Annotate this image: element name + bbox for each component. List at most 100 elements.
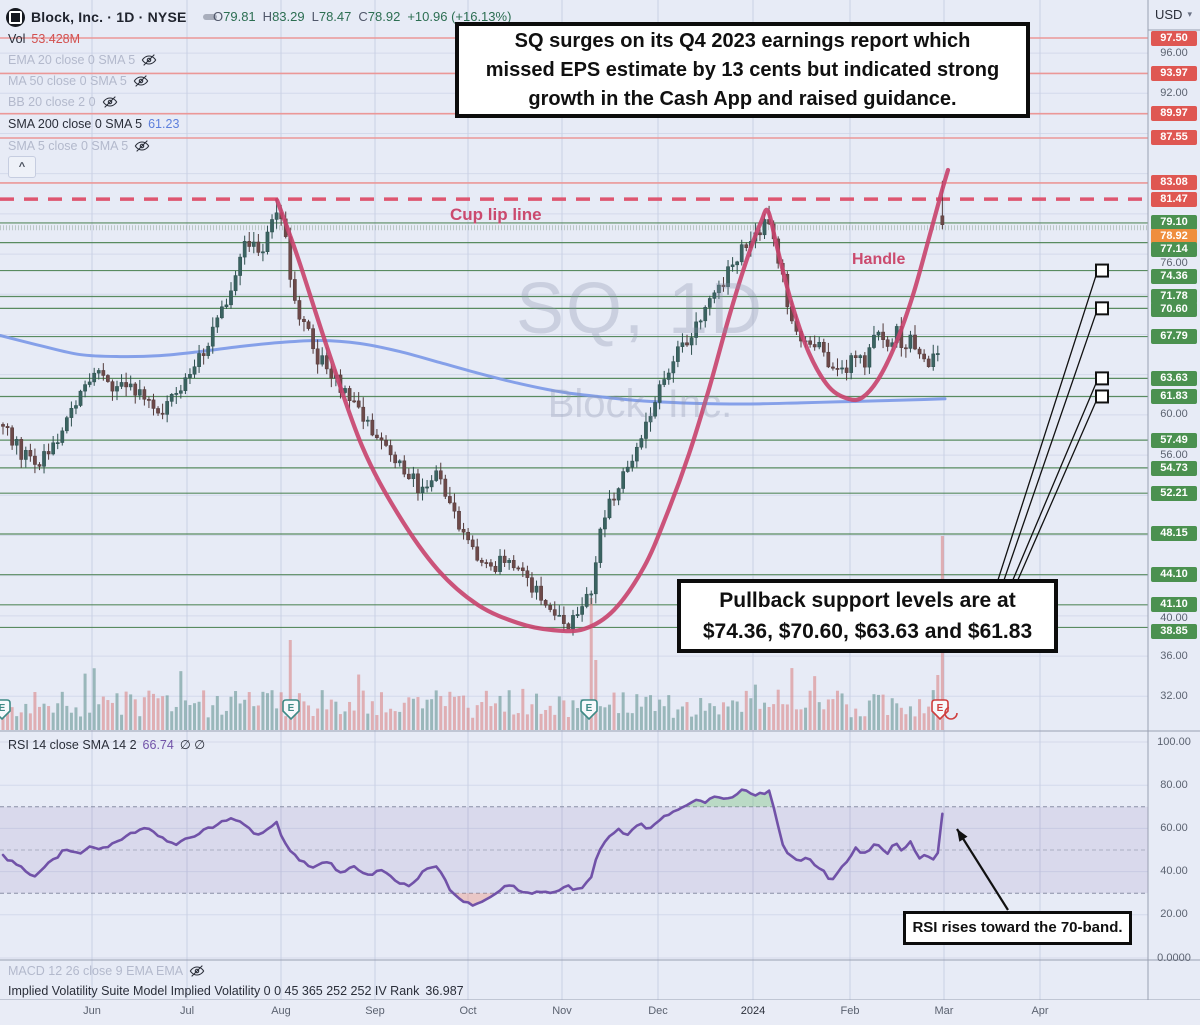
rsi-tick-label: 0.0000 — [1157, 951, 1191, 964]
candlestick-series — [1, 180, 945, 636]
svg-text:E: E — [586, 703, 593, 714]
close-label: C — [358, 9, 368, 24]
bb20-label: BB 20 close 2 0 — [8, 94, 96, 109]
rsi-tick-label: 40.00 — [1160, 865, 1188, 878]
currency-label: USD — [1155, 7, 1183, 22]
legend-row-bb20[interactable]: BB 20 close 2 0 — [8, 93, 118, 110]
earnings-icon[interactable]: E — [282, 699, 300, 721]
ema20-label: EMA 20 close 0 SMA 5 — [8, 52, 136, 67]
legend-row-ema20[interactable]: EMA 20 close 0 SMA 5 — [8, 51, 157, 68]
price-badge-support: 70.60 — [1151, 302, 1197, 318]
price-tick-label: 92.00 — [1160, 86, 1188, 99]
earnings-icon[interactable]: E — [0, 699, 11, 721]
time-axis-label: Nov — [552, 1005, 572, 1017]
cup-and-handle-drawing[interactable] — [274, 167, 951, 634]
time-axis-label: 2024 — [740, 1005, 766, 1017]
eye-off-icon[interactable] — [133, 74, 149, 88]
open-value: 79.81 — [223, 9, 256, 24]
high-value: 83.29 — [272, 9, 305, 24]
volume-label: Vol — [8, 31, 26, 46]
legend-row-sma200[interactable]: SMA 200 close 0 SMA 5 61.23 — [8, 115, 179, 132]
price-badge-resistance: 89.97 — [1151, 106, 1197, 122]
eye-off-icon[interactable] — [189, 964, 205, 978]
svg-text:E: E — [937, 703, 944, 714]
open-label: O — [213, 9, 224, 24]
earnings-icon[interactable]: E — [931, 699, 958, 721]
high-label: H — [262, 9, 273, 24]
low-value: 78.47 — [318, 9, 352, 24]
price-badge-support: 61.83 — [1151, 388, 1197, 404]
price-tick-label: 96.00 — [1160, 46, 1188, 59]
price-tick-label: 56.00 — [1160, 448, 1188, 461]
price-badge-current: 78.92 — [1151, 228, 1197, 244]
eye-off-icon[interactable] — [102, 95, 118, 109]
rsi-note-box[interactable]: RSI rises toward the 70-band. — [903, 911, 1132, 945]
time-axis-label: Oct — [459, 1005, 477, 1017]
price-badge-support: 41.10 — [1151, 597, 1197, 613]
eye-off-icon[interactable] — [134, 139, 150, 153]
time-axis-label: Aug — [271, 1005, 291, 1017]
price-badge-resistance: 87.55 — [1151, 130, 1197, 146]
support-line-1: Pullback support levels are at — [719, 589, 1016, 612]
handle-label[interactable]: Handle — [852, 251, 906, 268]
collapse-legend-button[interactable]: ^ — [8, 156, 36, 178]
time-axis[interactable]: Jun Jul Aug Sep Oct Nov Dec 2024 Feb Mar Apr — [0, 1000, 1200, 1025]
rsi-tick-label: 100.00 — [1157, 735, 1191, 748]
rsi-legend-row[interactable]: RSI 14 close SMA 14 2 66.74 ∅ ∅ — [8, 737, 205, 753]
rsi-note-text: RSI rises toward the 70-band. — [912, 919, 1123, 936]
time-axis-label: Jun — [83, 1005, 101, 1017]
price-badge-support: 79.10 — [1151, 215, 1197, 231]
rsi-series — [1, 788, 944, 907]
support-level-square[interactable] — [1095, 371, 1109, 386]
rsi-tick-label: 20.00 — [1160, 908, 1188, 921]
legend-row-volume[interactable]: Vol 53.428M — [8, 30, 80, 47]
rsi-title: RSI 14 close SMA 14 2 — [8, 737, 137, 752]
earnings-icon[interactable]: E — [580, 699, 598, 721]
price-badge-support: 38.85 — [1151, 624, 1197, 640]
time-axis-label: Dec — [648, 1005, 668, 1017]
price-tick-label: 36.00 — [1160, 649, 1188, 662]
support-levels-box[interactable]: Pullback support levels are at $74.36, $… — [677, 579, 1058, 653]
symbol-header[interactable]: Block, Inc. · 1D · NYSE — [6, 6, 217, 28]
price-badge-support: 52.21 — [1151, 485, 1197, 501]
news-line-3: growth in the Cash App and raised guidan… — [528, 87, 957, 110]
price-badge-support: 71.78 — [1151, 288, 1197, 304]
cup-lip-label[interactable]: Cup lip line — [450, 205, 542, 224]
macd-legend-row[interactable]: MACD 12 26 close 9 EMA EMA — [8, 964, 205, 978]
iv-label: Implied Volatility Suite Model Implied V… — [8, 984, 420, 998]
support-level-square[interactable] — [1095, 263, 1109, 278]
ohlc-readout: O79.81 H83.29 L78.47 C78.92 +10.96 (+16.… — [213, 9, 511, 24]
news-annotation-box[interactable]: SQ surges on its Q4 2023 earnings report… — [455, 22, 1030, 118]
legend-row-ma50[interactable]: MA 50 close 0 SMA 5 — [8, 72, 149, 89]
news-line-2: missed EPS estimate by 13 cents but indi… — [485, 58, 1000, 81]
time-axis-label: Apr — [1031, 1005, 1049, 1017]
price-axis[interactable]: 97.50 96.00 93.97 92.00 89.97 87.55 83.08 81.47… — [1148, 0, 1200, 1000]
price-badge-support: 77.14 — [1151, 242, 1197, 258]
block-logo-icon — [6, 7, 25, 27]
sma200-label: SMA 200 close 0 SMA 5 — [8, 116, 143, 131]
watermark-company: Block, Inc. — [547, 382, 733, 426]
price-badge-resistance: 93.97 — [1151, 65, 1197, 81]
support-level-square[interactable] — [1095, 301, 1109, 316]
support-level-square[interactable] — [1095, 389, 1109, 404]
more-options-icon[interactable] — [202, 14, 217, 20]
eye-off-icon[interactable] — [141, 53, 157, 67]
sma200-value: 61.23 — [148, 116, 180, 131]
iv-legend-row[interactable]: Implied Volatility Suite Model Implied V… — [8, 984, 464, 998]
rsi-tick-label: 80.00 — [1160, 778, 1188, 791]
news-line-1: SQ surges on its Q4 2023 earnings report… — [514, 29, 971, 52]
symbol-title[interactable]: Block, Inc. · 1D · NYSE — [31, 9, 187, 25]
price-badge-support: 67.79 — [1151, 329, 1197, 345]
currency-selector[interactable]: USD ▾ — [1155, 7, 1192, 22]
volume-value: 53.428M — [31, 31, 81, 46]
price-badge-support: 63.63 — [1151, 370, 1197, 386]
price-tick-label: 60.00 — [1160, 408, 1188, 421]
price-badge-support: 74.36 — [1151, 269, 1197, 285]
close-value: 78.92 — [367, 9, 401, 24]
legend-row-sma5[interactable]: SMA 5 close 0 SMA 5 — [8, 137, 150, 154]
rsi-arrow[interactable] — [956, 828, 1009, 911]
